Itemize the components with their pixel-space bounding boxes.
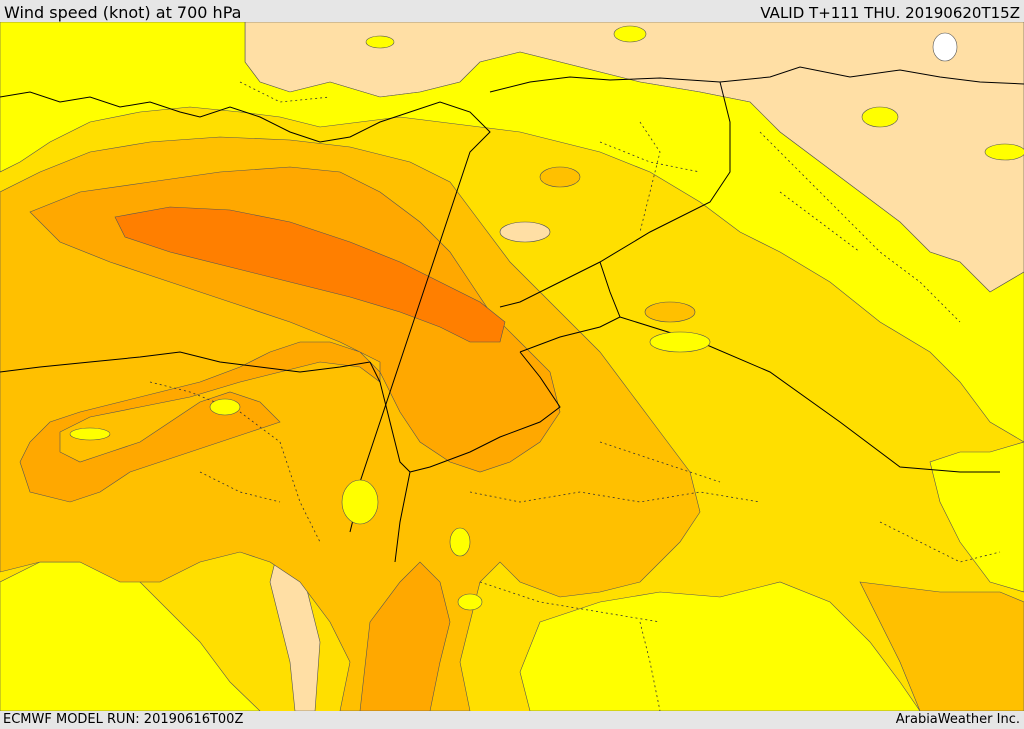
map-canvas: [0, 22, 1024, 711]
pocket-yellow-west: [69, 427, 111, 441]
pocket-yellow-south: [449, 527, 471, 557]
political-borders: [369, 66, 1024, 563]
credit: ArabiaWeather Inc.: [895, 712, 1020, 727]
internal-borders: [149, 81, 1001, 711]
map-footer: ECMWF MODEL RUN: 20190616T00Z ArabiaWeat…: [0, 711, 1024, 729]
map-title: Wind speed (knot) at 700 hPa: [4, 3, 242, 22]
contour-band-yellow-southeast: [519, 581, 921, 711]
wind-speed-map: [0, 22, 1024, 711]
island-southeast: [984, 143, 1024, 161]
pocket-yellow-south-2: [457, 593, 483, 611]
pocket-center: [539, 166, 581, 188]
island-northeast: [613, 25, 647, 43]
model-run: ECMWF MODEL RUN: 20190616T00Z: [3, 712, 244, 727]
contour-band-yellow-north: [0, 22, 1024, 443]
pocket-yellow-center: [649, 331, 711, 353]
island-north: [365, 35, 395, 49]
pocket-yellow-delta: [209, 398, 241, 416]
island-east: [861, 106, 899, 128]
lake-east: [932, 32, 958, 62]
contour-band-6: [114, 206, 506, 343]
pocket-center-east: [644, 301, 696, 323]
map-header: Wind speed (knot) at 700 hPa VALID T+111…: [0, 0, 1024, 22]
coastline: [0, 91, 491, 533]
contour-band-yellow-east: [929, 441, 1024, 593]
pocket-peach-center: [499, 221, 551, 243]
contour-band-4-southeast: [859, 581, 1024, 711]
pocket-yellow-sinai: [341, 479, 379, 525]
valid-time: VALID T+111 THU. 20190620T15Z: [760, 4, 1020, 22]
contour-band-5-nile: [359, 561, 451, 711]
contour-band-5: [19, 166, 561, 503]
